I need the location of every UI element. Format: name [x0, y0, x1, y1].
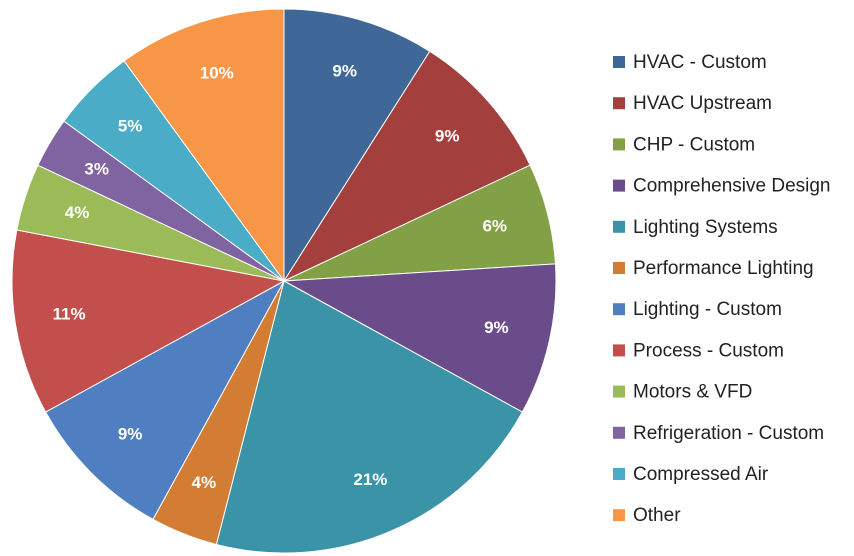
pie-slice [282, 50, 531, 283]
slice-label: 6% [482, 216, 507, 235]
slice-label: 21% [353, 470, 387, 489]
pie-slice [44, 279, 286, 521]
legend-label: Lighting Systems [633, 217, 778, 238]
slice-label: 5% [118, 117, 143, 136]
legend-swatch [613, 509, 625, 522]
pie-slice [11, 229, 286, 413]
pie-slice [283, 8, 431, 283]
slice-label: 10% [200, 64, 234, 83]
slice-label: 9% [484, 318, 509, 337]
legend-swatch [613, 56, 625, 68]
legend-label: Refrigeration - Custom [633, 423, 824, 444]
slice-label: 11% [53, 305, 86, 324]
pie-slice [123, 8, 285, 283]
legend-swatch [613, 468, 625, 480]
slice-label: 3% [84, 160, 109, 179]
legend-swatch [613, 385, 625, 398]
pie-slice [215, 280, 524, 554]
slice-label: 9% [332, 62, 357, 81]
legend-label: Process - Custom [633, 340, 784, 361]
legend-label: CHP - Custom [633, 134, 755, 155]
legend-label: HVAC - Custom [633, 52, 767, 73]
legend-swatch [613, 220, 625, 233]
legend-swatch [613, 179, 625, 192]
slice-label: 4% [192, 473, 217, 492]
legend-swatch [613, 426, 625, 439]
legend-swatch [613, 344, 625, 357]
pie-slice [282, 263, 557, 413]
legend-label: Motors & VFD [633, 382, 752, 403]
legend-label: HVAC Upstream [633, 93, 772, 114]
legend-label: Comprehensive Design [633, 176, 831, 197]
legend-label: Performance Lighting [633, 258, 814, 279]
legend-swatch [613, 303, 625, 316]
slice-label: 9% [118, 424, 143, 443]
legend-label: Compressed Air [633, 464, 769, 485]
legend-swatch [613, 138, 625, 151]
legend-swatch [613, 97, 625, 110]
slice-label: 4% [65, 203, 90, 222]
legend-label: Lighting - Custom [633, 299, 782, 320]
legend-label: Other [633, 505, 681, 526]
slice-label: 9% [435, 127, 460, 146]
legend-swatch [613, 262, 625, 274]
